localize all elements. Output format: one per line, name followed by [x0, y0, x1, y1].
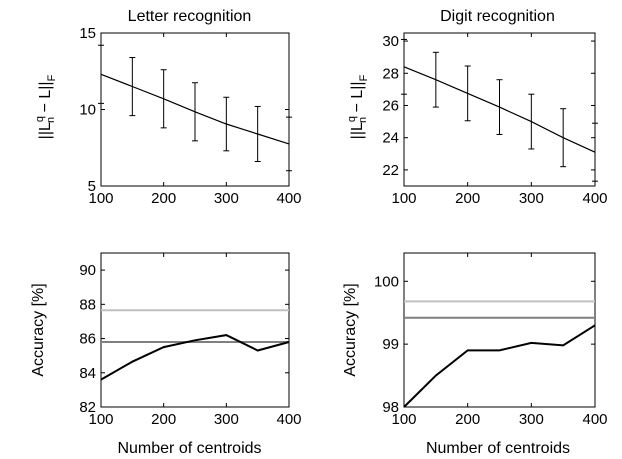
- error-bar: [254, 105, 261, 163]
- chart-title: Digit recognition: [440, 8, 555, 25]
- plot-area: 100 200 300 400 98 99 100: [374, 253, 608, 428]
- y-tick-label: 86: [79, 331, 96, 348]
- x-axis-label: Number of centroids: [117, 440, 261, 457]
- panel-digit-accuracy: Accuracy [%] Number of centroids 100 200 3…: [342, 252, 608, 457]
- y-tick-label: 98: [382, 399, 399, 416]
- y-axis-label: ||Lqn − L||F: [346, 74, 370, 139]
- y-axis-label: Accuracy [%]: [30, 283, 47, 376]
- error-bar: [160, 69, 167, 129]
- ylabel-norm-close: − L||: [349, 81, 366, 116]
- x-tick-label: 200: [151, 190, 176, 207]
- panel-digit-norm: Digit recognition ||Lqn − L||F 100 200 300…: [346, 8, 608, 207]
- x-tick-label: 100: [391, 190, 416, 207]
- y-tick-label: 99: [382, 336, 399, 353]
- error-bar: [286, 116, 292, 172]
- y-tick-label: 28: [382, 65, 399, 82]
- ylabel-sup: q: [34, 116, 46, 122]
- ylabel-norm-close: − L||: [37, 81, 54, 116]
- plot-frame: [100, 252, 290, 408]
- plot-area: 100 200 300 400 22 24 26 28 30: [382, 33, 608, 207]
- plot-frame: [403, 252, 596, 408]
- y-tick-label: 88: [79, 296, 96, 313]
- x-tick-label: 300: [519, 190, 544, 207]
- error-bar: [129, 56, 136, 117]
- error-bar: [432, 51, 439, 108]
- plot-frame: [403, 32, 596, 187]
- panel-letter-norm: Letter recognition ||Lqn − L||F 100 200 30…: [34, 8, 302, 207]
- ylabel-sub2: F: [46, 74, 58, 81]
- x-tick-label: 200: [151, 411, 176, 428]
- x-tick-label: 400: [582, 411, 607, 428]
- x-tick-label: 300: [214, 411, 239, 428]
- ylabel-sub: n: [45, 117, 57, 123]
- series-line: [403, 324, 596, 408]
- x-tick-label: 200: [455, 411, 480, 428]
- x-tick-label: 400: [276, 190, 301, 207]
- series-line: [100, 334, 290, 381]
- y-tick-label: 10: [79, 102, 96, 119]
- plot-area: 100 200 300 400 5 10 15: [79, 25, 301, 207]
- x-tick-label: 100: [88, 190, 113, 207]
- error-bar: [192, 82, 198, 142]
- y-axis-label: Accuracy [%]: [342, 283, 359, 376]
- plot-area: 100 200 300 400 82 84 86 88 90: [79, 253, 302, 428]
- x-tick-label: 300: [214, 190, 239, 207]
- error-bar: [98, 44, 104, 104]
- error-bar: [401, 38, 407, 95]
- y-tick-label: 26: [382, 97, 399, 114]
- y-tick-label: 5: [88, 178, 96, 195]
- x-tick-label: 200: [455, 190, 480, 207]
- svg-text:||Lqn − L||F: ||Lqn − L||F: [346, 74, 370, 139]
- chart-title: Letter recognition: [128, 8, 252, 25]
- error-bar: [560, 108, 567, 168]
- ylabel-norm-open: ||L: [37, 122, 54, 139]
- y-tick-label: 15: [79, 25, 96, 42]
- x-tick-label: 300: [519, 411, 544, 428]
- y-tick-label: 82: [79, 399, 96, 416]
- error-bar: [592, 122, 598, 182]
- error-bar: [496, 79, 503, 135]
- ylabel-sub: n: [357, 117, 369, 123]
- error-bar: [464, 65, 471, 122]
- y-tick-label: 22: [382, 162, 399, 179]
- x-tick-label: 100: [88, 411, 113, 428]
- ylabel-norm-open: ||L: [349, 122, 366, 139]
- error-bar: [223, 96, 230, 152]
- y-axis-label: ||Lqn − L||F: [34, 74, 58, 139]
- ylabel-sup: q: [346, 116, 358, 122]
- y-tick-label: 90: [79, 262, 96, 279]
- x-tick-label: 100: [391, 411, 416, 428]
- y-tick-label: 84: [79, 365, 96, 382]
- svg-text:||Lqn − L||F: ||Lqn − L||F: [34, 74, 58, 139]
- y-tick-label: 24: [382, 130, 399, 147]
- x-axis-label: Number of centroids: [426, 440, 570, 457]
- y-tick-label: 30: [382, 33, 399, 50]
- x-tick-label: 400: [276, 411, 301, 428]
- ylabel-sub2: F: [358, 74, 370, 81]
- y-tick-label: 100: [374, 273, 399, 290]
- x-tick-label: 400: [582, 190, 607, 207]
- panel-letter-accuracy: Accuracy [%] Number of centroids 100 200 3…: [30, 252, 302, 457]
- error-bar: [528, 93, 535, 150]
